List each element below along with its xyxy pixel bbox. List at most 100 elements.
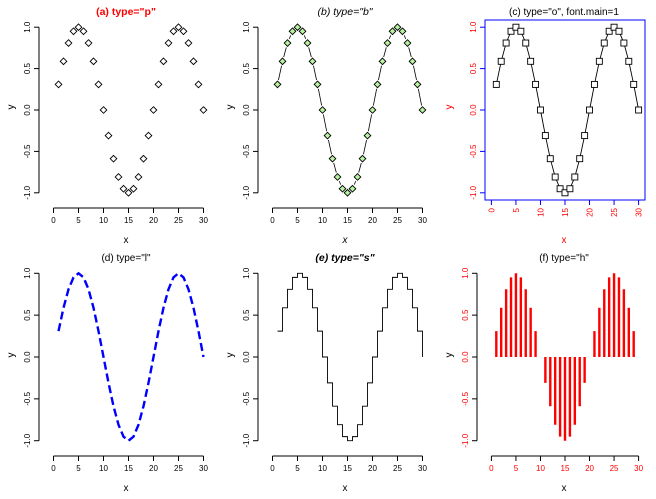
panel-b-point	[323, 131, 332, 140]
panel-b-point	[343, 188, 352, 197]
panel-a-point	[184, 39, 193, 47]
panel-f-x-tick-label: 15	[561, 464, 570, 473]
panel-e-x-tick-label: 10	[318, 464, 327, 473]
panel-c-plot: 0 5 10 15 20 25 30 -1.0 -0.5 0.0 0.5 1.0	[469, 19, 646, 217]
panel-b-point	[413, 80, 422, 89]
panel-c-point	[556, 185, 564, 193]
panel-b-segment	[313, 65, 317, 81]
panel-b-point	[368, 106, 377, 114]
panel-b-point	[358, 154, 367, 163]
panel-c-point	[507, 27, 515, 35]
panel-e-y-tick-label: 0.0	[242, 351, 251, 363]
panel-b-segment	[353, 180, 357, 185]
panel-b-segment	[328, 139, 332, 155]
panel-d-x-tick-label: 0	[51, 464, 56, 473]
panel-c-x-tick-label: 10	[536, 207, 545, 216]
panel-c-point	[576, 155, 584, 163]
panel-d-title: (d) type="l"	[101, 253, 151, 264]
panel-b-y-tick-label: 1.0	[242, 21, 251, 33]
panel-c-point	[630, 80, 638, 88]
panel-a-point	[174, 23, 183, 32]
panel-a-point	[169, 27, 178, 36]
panel-c-y-tick-label: -0.5	[469, 144, 478, 158]
panel-e-x-tick-label: 30	[418, 464, 427, 473]
panel-c-point	[497, 57, 505, 65]
panel-b-ylabel: y	[225, 105, 236, 110]
panel-b-segment	[303, 35, 307, 40]
panel-b-segment	[288, 35, 292, 40]
panel-c-point	[532, 80, 540, 88]
panel-b-segment	[383, 47, 387, 58]
panel-b-segment	[338, 180, 342, 185]
panel-f-x-tick-label: 0	[489, 464, 494, 473]
panel-b-x-tick-label: 10	[318, 216, 327, 225]
panel-b-segment	[388, 35, 392, 40]
panel-c-x-tick-label: 5	[512, 207, 521, 212]
panel-d-y-tick-label: -1.0	[23, 433, 32, 447]
panel-c: (c) type="o", font.main=1 0 5 10 15 20 25 30 -1…	[444, 7, 646, 246]
panel-c-xlabel: x	[562, 235, 567, 246]
panel-c-point	[590, 80, 598, 88]
panel-b-point	[288, 27, 297, 36]
panel-e-y-tick-label: -1.0	[242, 433, 251, 447]
panel-f-y-tick-label: 1.0	[461, 267, 470, 279]
panel-f-y-tick-label: -0.5	[461, 391, 470, 405]
panel-b-y-tick-label: 0.0	[242, 104, 251, 116]
panel-c-point	[605, 27, 613, 35]
panel-b-point	[333, 173, 342, 181]
panel-e-x-tick-label: 5	[295, 464, 300, 473]
panel-b-plot: 0 5 10 15 20 25 30 -1.0 -0.5 0.0 0.5 1.0	[242, 21, 427, 225]
panel-c-point	[610, 23, 618, 31]
panel-e-title: (e) type="s"	[315, 252, 375, 264]
panel-b-point	[318, 106, 327, 114]
panel-b-point	[348, 184, 357, 193]
panel-f-plot: 0 5 10 15 20 25 30 -1.0 -0.5 0.0 0.5 1.0	[461, 267, 644, 473]
panel-a-x-tick-label: 30	[199, 216, 208, 225]
panel-c-point	[625, 57, 633, 65]
panel-d-ylabel: y	[6, 353, 17, 358]
panel-a-point	[149, 106, 158, 114]
panel-b-point	[303, 39, 312, 47]
panel-b-title: (b) type="b"	[317, 6, 373, 18]
panel-a-point	[134, 173, 143, 181]
panel-a-plot: 0 5 10 15 20 25 30 -1.0 -0.5 0.0 0.5 1.0	[23, 21, 208, 225]
panel-c-point	[527, 57, 535, 65]
panel-e-ylabel: y	[225, 353, 236, 358]
panel-b-segment	[333, 162, 337, 173]
panel-c-x-tick-label: 30	[635, 207, 644, 216]
panel-b-segment	[417, 88, 423, 106]
panel-b-segment	[278, 65, 282, 81]
panel-d-x-tick-label: 30	[199, 464, 208, 473]
panel-a-point	[119, 184, 128, 193]
panel-e-x-tick-label: 0	[270, 464, 275, 473]
panel-c-point	[551, 173, 559, 181]
panel-b-point	[298, 27, 307, 36]
panel-c-y-tick-label: -1.0	[469, 185, 478, 199]
panel-b-point	[313, 80, 322, 89]
panel-b-point	[388, 27, 397, 36]
panel-c-point	[546, 155, 554, 163]
panel-d-x-tick-label: 5	[76, 464, 81, 473]
panel-a-point	[194, 80, 203, 89]
panel-a-point	[109, 154, 118, 163]
panel-f-title: (f) type="h"	[539, 253, 589, 264]
panel-e-y-tick-label: 0.5	[242, 309, 251, 321]
panel-a-x-tick-label: 20	[149, 216, 158, 225]
panel-a-y-tick-label: 1.0	[23, 21, 32, 33]
panel-b-x-tick-label: 5	[295, 216, 300, 225]
panel-b-segment	[403, 35, 407, 40]
panel-a-y-tick-label: -1.0	[23, 185, 32, 199]
panel-b-segment	[367, 114, 373, 132]
panel-f-x-tick-label: 5	[514, 464, 519, 473]
panel-a-y-tick-label: 0.0	[23, 104, 32, 116]
panel-a-point	[89, 57, 98, 66]
panel-a-point	[124, 188, 133, 197]
panel-c-point	[620, 39, 628, 47]
panel-a-y-tick-label: 0.5	[23, 62, 32, 74]
panel-a-point	[159, 57, 168, 66]
panel-f-y-tick-label: -1.0	[461, 433, 470, 447]
panel-c-x-tick-label: 20	[586, 207, 595, 216]
panel-c-point	[541, 132, 549, 140]
panel-c-point	[561, 189, 569, 197]
